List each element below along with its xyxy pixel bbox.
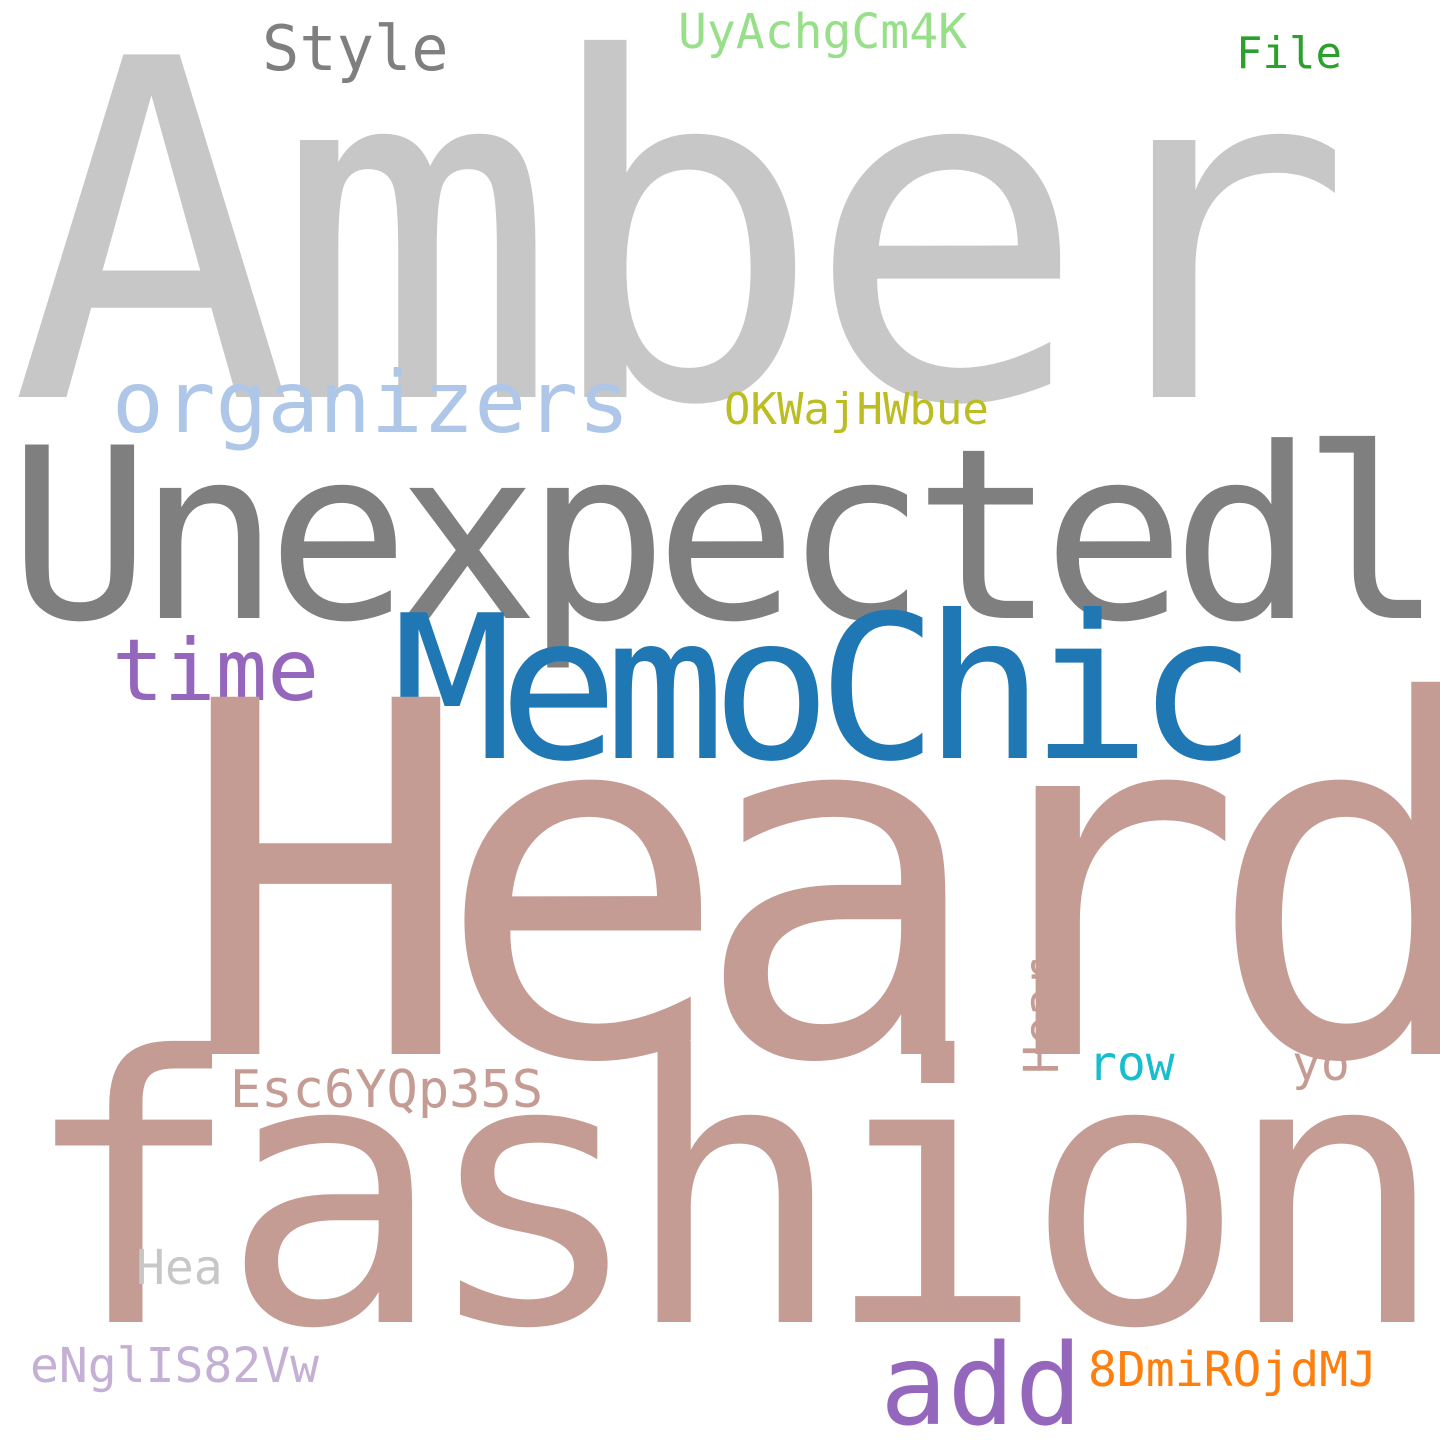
word-organizers: organizers — [112, 353, 630, 453]
word-engliss82vw: eNglIS82Vw — [30, 1338, 319, 1394]
word-memochic: MemoChic — [392, 573, 1257, 806]
word-row: row — [1088, 1036, 1175, 1092]
word-file: File — [1236, 28, 1342, 79]
word-esc6yqp35s: Esc6YQp35S — [230, 1060, 544, 1120]
word-yo: yo — [1292, 1036, 1350, 1092]
word-8dmirojdmj: 8DmiROjdMJ — [1088, 1342, 1377, 1398]
word-okwajhwbue: OKWajHWbue — [724, 384, 989, 435]
word-add: add — [880, 1321, 1083, 1440]
word-style: Style — [262, 12, 449, 85]
word-fashion: fashion — [20, 980, 1440, 1410]
word-uyachgcm4k: UyAchgCm4K — [678, 4, 967, 60]
word-amber: Amber — [10, 0, 1353, 508]
word-time: time — [112, 621, 320, 721]
word-hea: Hea — [136, 1240, 223, 1296]
word-heard: Heard — [178, 599, 1440, 1170]
word-unexpectedly: Unexpectedly — [8, 398, 1440, 675]
